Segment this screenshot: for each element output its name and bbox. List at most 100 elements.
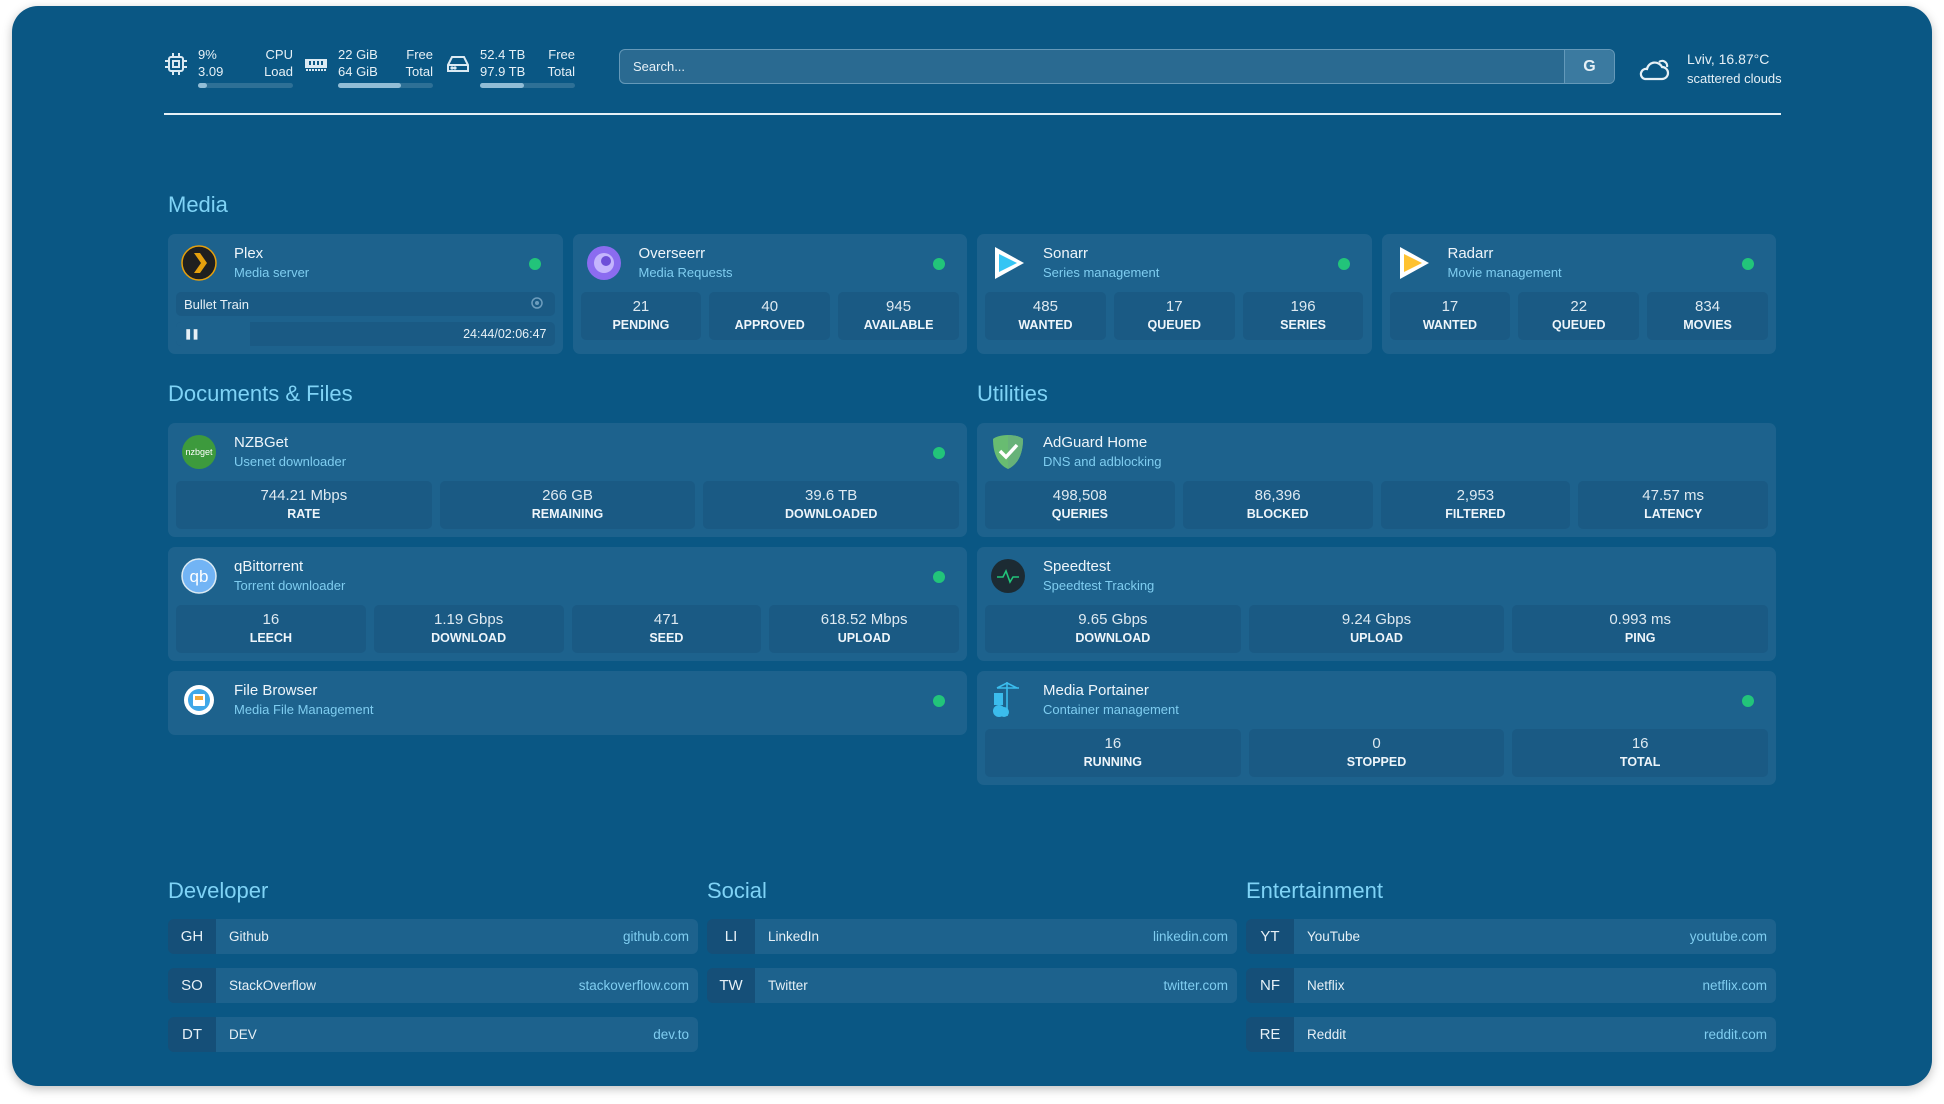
stats-row: 9.65 Gbps DOWNLOAD 9.24 Gbps UPLOAD 0.993 ms… <box>985 605 1769 653</box>
bookmark-group-social: LI LinkedIn linkedin.com TW Twitter twitter.c… <box>707 919 1237 1017</box>
stat-label: REMAINING <box>531 507 604 521</box>
memory-widget: 22 GiB 64 GiB Free Total <box>304 46 433 88</box>
memory-icon <box>305 59 327 71</box>
pause-icon[interactable]: ❚❚ <box>184 328 200 340</box>
service-card-file-browser[interactable]: File Browser Media File Management <box>168 671 967 735</box>
service-name: Plex <box>234 245 264 262</box>
service-description: DNS and adblocking <box>1043 454 1162 469</box>
bookmark-body: Twitter twitter.com <box>755 968 1237 1003</box>
bookmark-reddit[interactable]: RE Reddit reddit.com <box>1246 1017 1776 1052</box>
stat-approved: 40 APPROVED <box>709 292 831 340</box>
cpu-usage-bar <box>198 83 293 88</box>
status-indicator-online <box>1742 258 1754 270</box>
service-name: Sonarr <box>1043 245 1089 262</box>
stat-label: QUEUED <box>1147 318 1201 332</box>
card-header: qb qBittorrent Torrent downloader <box>176 547 959 605</box>
stat-label: WANTED <box>1422 318 1477 332</box>
stat-value: 618.52 Mbps <box>820 611 908 628</box>
bookmark-url: stackoverflow.com <box>578 978 689 993</box>
stat-value: 498,508 <box>1052 487 1107 504</box>
service-card-overseerr[interactable]: Overseerr Media Requests 21 PENDING 40 APPROV… <box>572 234 967 354</box>
stat-value: 9.65 Gbps <box>1078 611 1148 628</box>
stat-value: 945 <box>886 298 912 315</box>
stat-ping: 0.993 ms PING <box>1512 605 1769 653</box>
bookmark-group-title: Entertainment <box>1246 878 1383 903</box>
stats-row: 21 PENDING 40 APPROVED 945 AVAILABLE <box>580 292 960 340</box>
stat-upload: 9.24 Gbps UPLOAD <box>1248 605 1505 653</box>
free-label: Free <box>406 47 433 62</box>
stat-value: 40 <box>761 298 779 315</box>
service-description: Usenet downloader <box>234 454 347 469</box>
disk-widget: 52.4 TB 97.9 TB Free Total <box>446 46 575 88</box>
stat-queries: 498,508 QUERIES <box>985 481 1175 529</box>
service-card-radarr[interactable]: Radarr Movie management 17 WANTED 22 QUEUED 83… <box>1381 234 1776 354</box>
weather-widget: Lviv, 16.87°C scattered clouds <box>1637 50 1782 88</box>
search-provider-button[interactable]: G <box>1564 50 1614 83</box>
cpu-widget: 9% 3.09 CPU Load <box>164 46 293 88</box>
service-card-sonarr[interactable]: Sonarr Series management 485 WANTED 17 QUEUED… <box>977 234 1372 354</box>
total-label: Total <box>547 64 575 79</box>
bookmark-linkedin[interactable]: LI LinkedIn linkedin.com <box>707 919 1237 954</box>
search-box: G <box>619 49 1615 84</box>
section-title-documents: Documents & Files <box>168 381 353 406</box>
stat-filtered: 2,953 FILTERED <box>1380 481 1571 529</box>
stat-label: MOVIES <box>1683 318 1732 332</box>
card-title-block: NZBGet Usenet downloader <box>234 433 346 471</box>
svg-text:qb: qb <box>190 567 209 586</box>
playback-duration: 02:06:47 <box>497 327 547 341</box>
service-card-qbittorrent[interactable]: qb qBittorrent Torrent downloader 16 LEECH 1.… <box>168 547 967 661</box>
stat-label: DOWNLOADED <box>785 507 878 521</box>
playback-progress-bar[interactable]: ❚❚ 24:44/02:06:47 <box>176 322 555 346</box>
stat-value: 22 <box>1570 298 1588 315</box>
bookmark-url: reddit.com <box>1703 1027 1767 1042</box>
status-indicator-online <box>528 258 541 270</box>
service-card-adguard-home[interactable]: AdGuard Home DNS and adblocking 498,508 QUE… <box>977 423 1776 537</box>
card-title-block: Sonarr Series management <box>1043 244 1159 282</box>
svg-text:nzbget: nzbget <box>185 447 213 457</box>
bookmark-url: dev.to <box>653 1027 689 1042</box>
bookmark-netflix[interactable]: NF Netflix netflix.com <box>1246 968 1776 1003</box>
bookmark-github[interactable]: GH Github github.com <box>168 919 698 954</box>
stat-label: LEECH <box>249 631 293 645</box>
stat-value: 16 <box>1631 735 1649 752</box>
bookmark-youtube[interactable]: YT YouTube youtube.com <box>1246 919 1776 954</box>
service-card-media-portainer[interactable]: Media Portainer Container management 16 RUN… <box>977 671 1776 785</box>
stats-row: 744.21 Mbps RATE 266 GB REMAINING 39.6 TB DOW… <box>176 481 960 529</box>
bookmark-name: StackOverflow <box>229 978 317 993</box>
stat-value: 485 <box>1032 298 1058 315</box>
cpu-icon <box>165 53 187 75</box>
service-description: Media server <box>234 265 310 280</box>
section-title-media: Media <box>168 192 228 217</box>
disk-total: 97.9 TB <box>480 64 526 79</box>
service-name: qBittorrent <box>234 558 304 575</box>
service-card-plex[interactable]: Plex Media server Bullet Train ❚❚ 24:44/02:0… <box>168 234 563 354</box>
bookmark-stackoverflow[interactable]: SO StackOverflow stackoverflow.com <box>168 968 698 1003</box>
bookmark-name: DEV <box>229 1027 257 1042</box>
bookmark-twitter[interactable]: TW Twitter twitter.com <box>707 968 1237 1003</box>
bookmark-name: Reddit <box>1307 1027 1347 1042</box>
bookmark-body: StackOverflow stackoverflow.com <box>216 968 698 1003</box>
stat-download: 9.65 Gbps DOWNLOAD <box>985 605 1241 653</box>
bookmark-url: youtube.com <box>1689 929 1767 944</box>
status-indicator-online <box>1742 695 1754 707</box>
stat-label: APPROVED <box>734 318 805 332</box>
stat-value: 0.993 ms <box>1609 611 1672 628</box>
service-description: Speedtest Tracking <box>1043 578 1155 593</box>
bookmark-name: YouTube <box>1307 929 1361 944</box>
service-card-nzbget[interactable]: nzbget NZBGet Usenet downloader 744.21 Mbps… <box>168 423 967 537</box>
service-name: Speedtest <box>1043 558 1111 575</box>
service-description: Container management <box>1043 702 1179 717</box>
portainer-icon <box>989 681 1027 719</box>
service-card-speedtest[interactable]: Speedtest Speedtest Tracking 9.65 Gbps DOWN… <box>977 547 1776 661</box>
search-input[interactable] <box>620 59 1564 74</box>
bookmark-dev[interactable]: DT DEV dev.to <box>168 1017 698 1052</box>
bookmark-name: Netflix <box>1307 978 1345 993</box>
stat-series: 196 SERIES <box>1242 292 1364 340</box>
stream-info-icon[interactable] <box>530 296 543 312</box>
time-separator: / <box>494 327 498 341</box>
bookmark-body: YouTube youtube.com <box>1294 919 1776 954</box>
service-name: Overseerr <box>638 245 706 262</box>
playback-progress-fill <box>176 322 250 346</box>
stats-row: 498,508 QUERIES 86,396 BLOCKED 2,953 FILTERED… <box>985 481 1768 529</box>
bookmark-body: Reddit reddit.com <box>1294 1017 1776 1052</box>
